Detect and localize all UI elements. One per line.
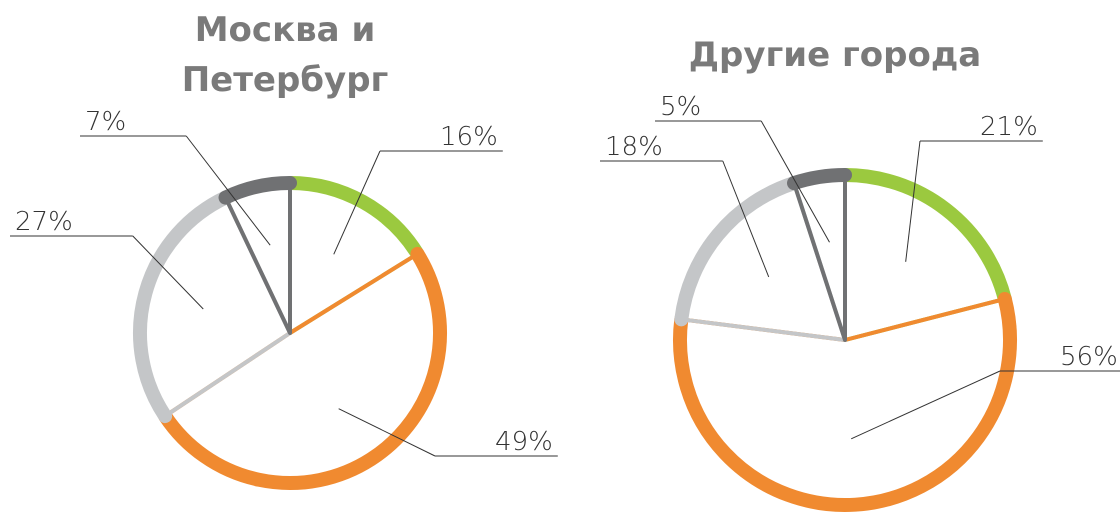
- leader-line: [132, 235, 204, 310]
- pie-arc: [838, 168, 1012, 306]
- pie-slice: [223, 181, 292, 335]
- pie-slice: [288, 181, 420, 335]
- pie-slice: [138, 195, 292, 419]
- data-label: 18%: [605, 132, 663, 162]
- leader-line: [333, 150, 381, 255]
- data-label: 16%: [440, 122, 498, 152]
- data-label: 56%: [1060, 342, 1118, 372]
- pie-arc: [158, 246, 447, 490]
- pie-slice: [792, 173, 847, 342]
- leader-line: [185, 135, 271, 246]
- pie-arc: [674, 176, 802, 327]
- leader-line: [338, 408, 436, 457]
- data-label: 27%: [15, 207, 73, 237]
- leader-line: [760, 120, 830, 243]
- pie-arc: [283, 176, 425, 261]
- pie-arc: [218, 176, 297, 205]
- pie-arc: [673, 291, 1017, 512]
- data-label: 49%: [495, 427, 553, 457]
- leader-line: [851, 370, 1001, 440]
- data-label: 21%: [980, 112, 1038, 142]
- pie-arc: [787, 168, 852, 191]
- pie-slice: [163, 251, 442, 485]
- leader-line: [905, 140, 921, 262]
- pie-arc: [133, 190, 233, 424]
- data-label: 7%: [85, 107, 126, 137]
- chart-title: Другие города: [688, 35, 982, 75]
- chart-title: Москва и Петербург: [181, 10, 389, 100]
- leader-line: [722, 160, 770, 278]
- data-label: 5%: [660, 92, 701, 122]
